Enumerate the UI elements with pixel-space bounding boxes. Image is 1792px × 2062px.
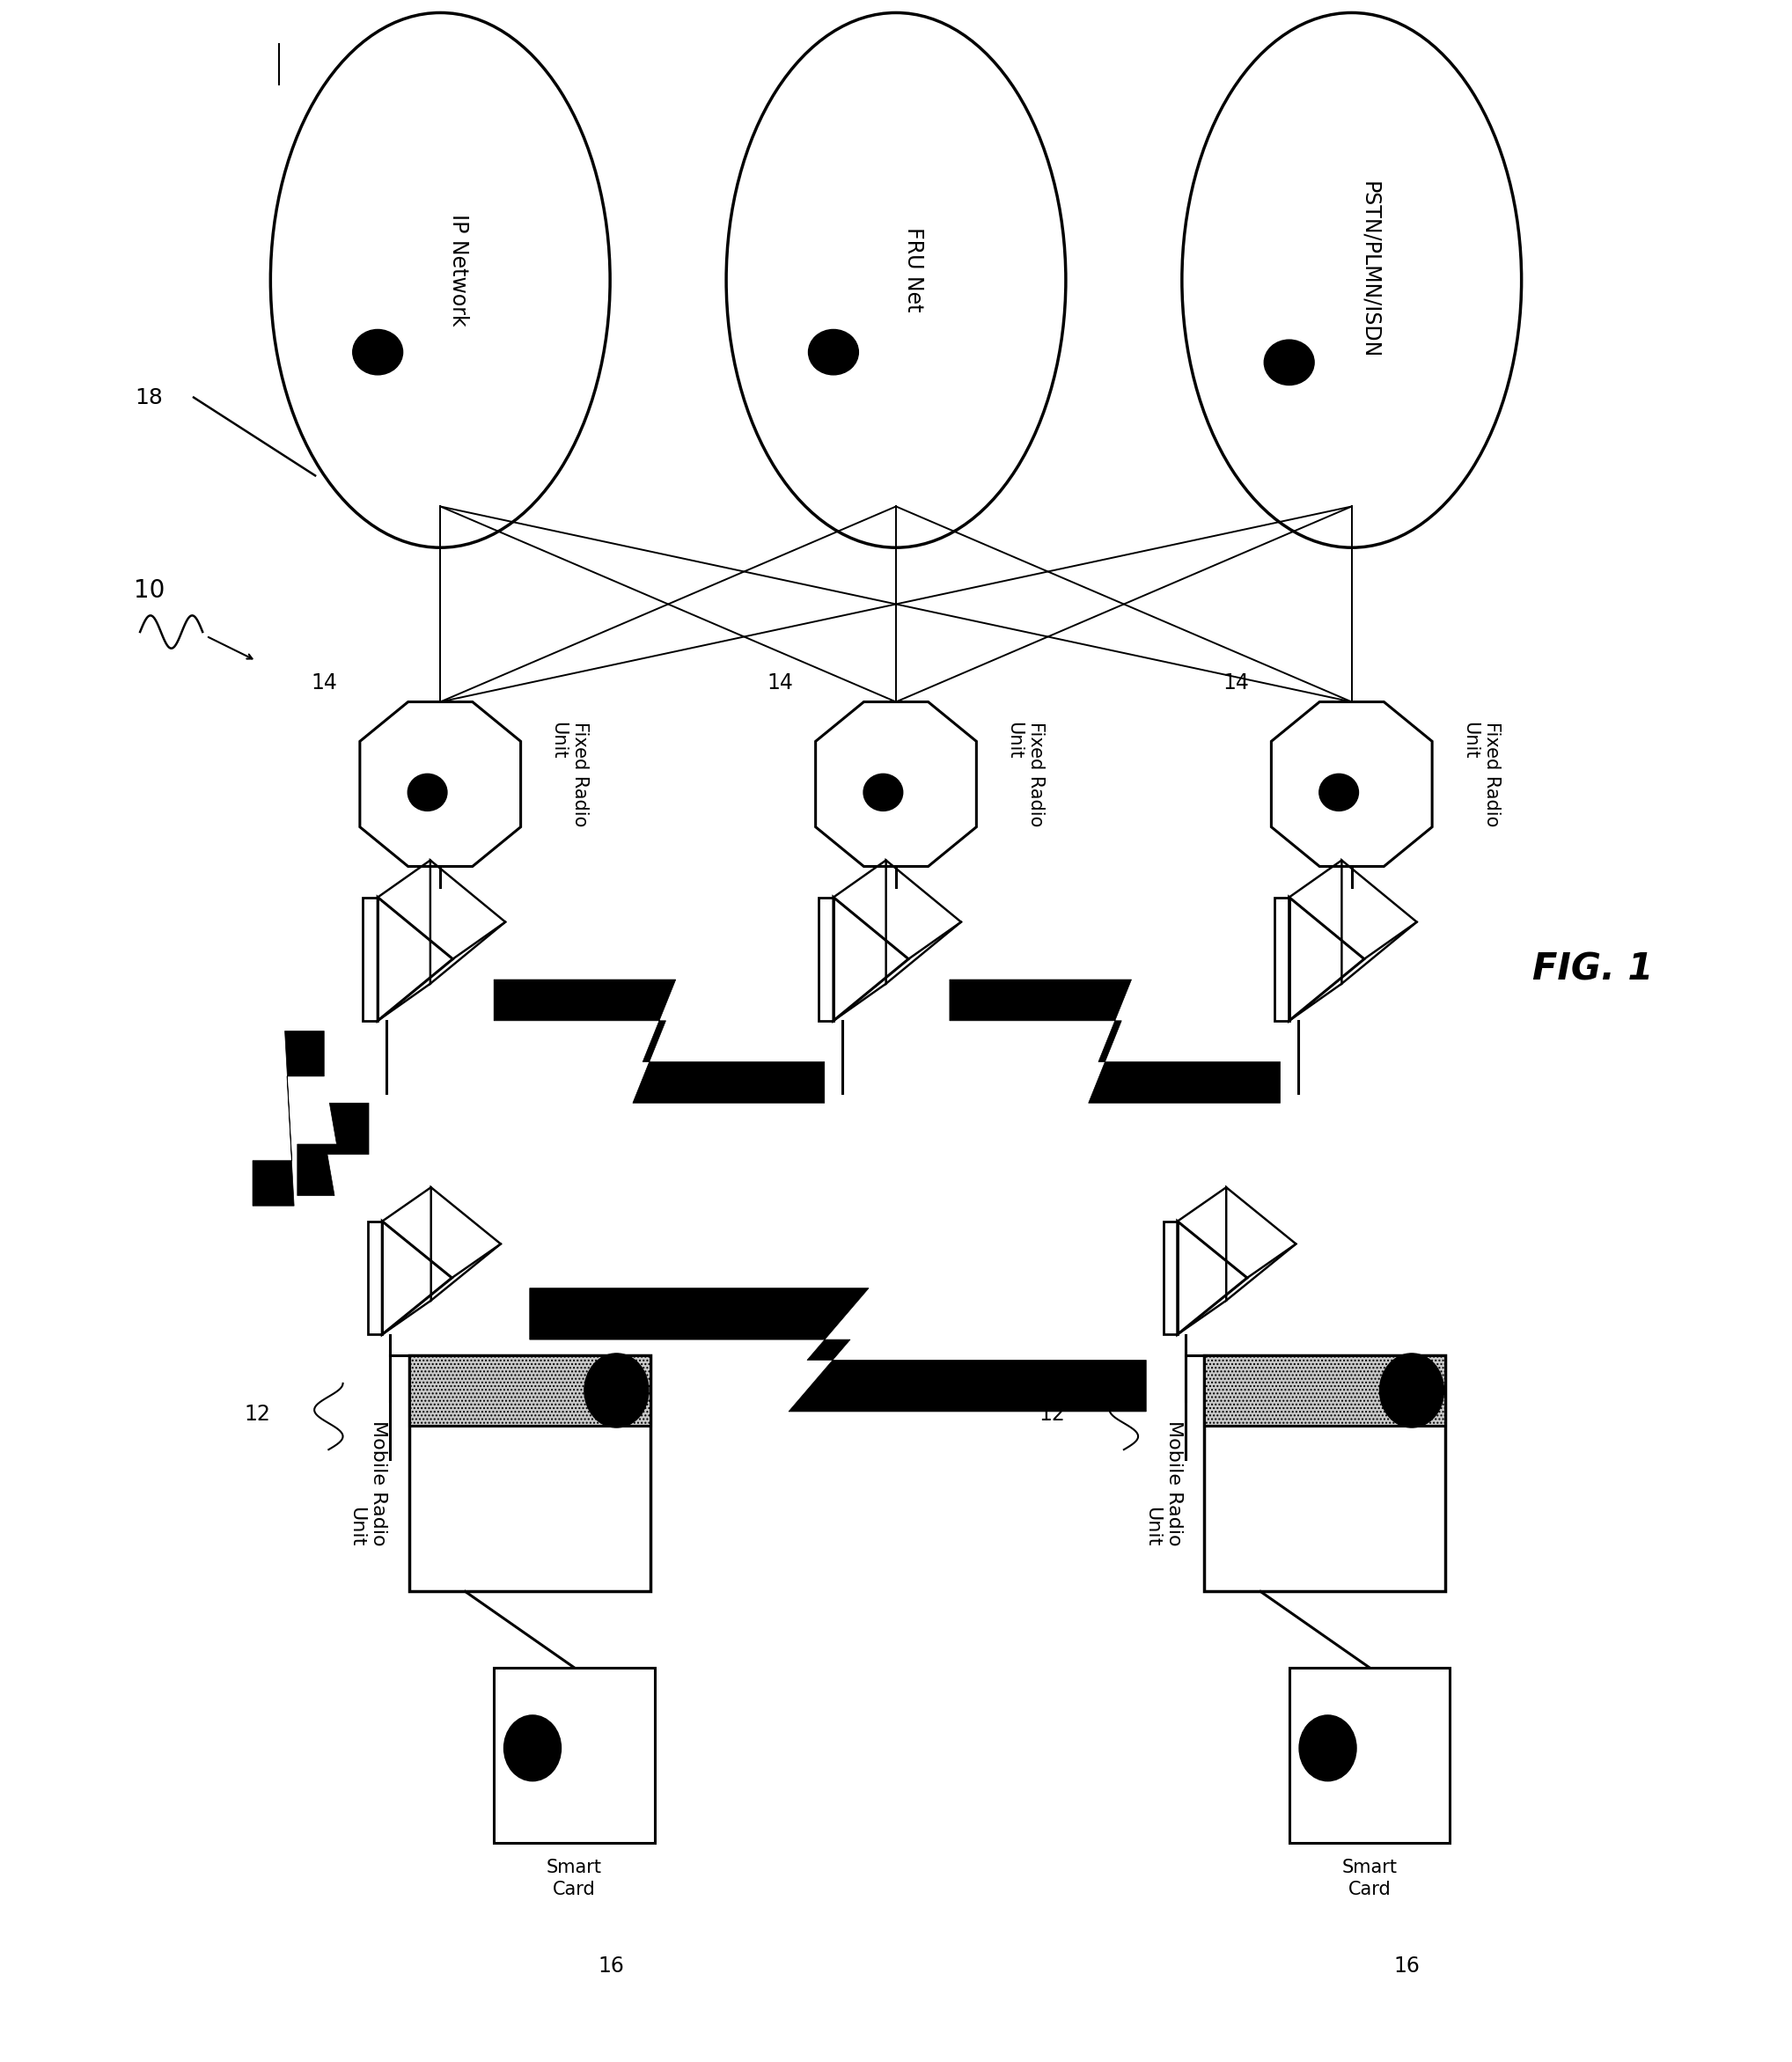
Polygon shape [495, 979, 824, 1103]
Bar [369, 1221, 382, 1334]
Bar [362, 897, 378, 1021]
Circle shape [1380, 1353, 1444, 1427]
Bar [409, 1355, 650, 1427]
Text: FRU Net: FRU Net [903, 227, 925, 311]
Circle shape [1299, 1716, 1357, 1782]
Polygon shape [530, 1289, 1147, 1412]
Polygon shape [253, 1031, 324, 1206]
Bar [409, 1355, 650, 1592]
Ellipse shape [864, 773, 903, 810]
Bar [819, 897, 833, 1021]
Text: FIG. 1: FIG. 1 [1532, 951, 1654, 988]
Ellipse shape [1263, 340, 1314, 386]
Ellipse shape [1319, 773, 1358, 810]
Text: Mobile Radio
Unit: Mobile Radio Unit [1143, 1421, 1183, 1546]
Bar [1274, 897, 1288, 1021]
Text: Fixed Radio
Unit: Fixed Radio Unit [550, 722, 590, 827]
Bar [1204, 1355, 1446, 1592]
Text: 14: 14 [767, 672, 794, 693]
Text: Fixed Radio
Unit: Fixed Radio Unit [1460, 722, 1500, 827]
Text: 16: 16 [1394, 1955, 1419, 1977]
Text: 14: 14 [312, 672, 337, 693]
Ellipse shape [808, 330, 858, 375]
Text: PSTN/PLMN/ISDN: PSTN/PLMN/ISDN [1358, 181, 1380, 359]
Circle shape [584, 1353, 649, 1427]
Bar [1288, 1668, 1450, 1843]
Text: 18: 18 [134, 388, 163, 408]
Ellipse shape [353, 330, 403, 375]
Text: Mobile Radio
Unit: Mobile Radio Unit [348, 1421, 387, 1546]
Text: Fixed Radio
Unit: Fixed Radio Unit [1005, 722, 1045, 827]
Polygon shape [950, 979, 1279, 1103]
Polygon shape [297, 1103, 369, 1196]
Text: 12: 12 [244, 1404, 271, 1425]
Bar [495, 1668, 654, 1843]
Text: Smart
Card: Smart Card [1342, 1860, 1398, 1899]
Text: 12: 12 [1039, 1404, 1066, 1425]
Text: 16: 16 [599, 1955, 625, 1977]
Bar [1163, 1221, 1177, 1334]
Text: IP Network: IP Network [448, 214, 470, 326]
Text: 10: 10 [133, 579, 165, 602]
Text: Smart
Card: Smart Card [547, 1860, 602, 1899]
Bar [1204, 1355, 1446, 1427]
Text: 14: 14 [1222, 672, 1249, 693]
Circle shape [504, 1716, 561, 1782]
Ellipse shape [409, 773, 446, 810]
